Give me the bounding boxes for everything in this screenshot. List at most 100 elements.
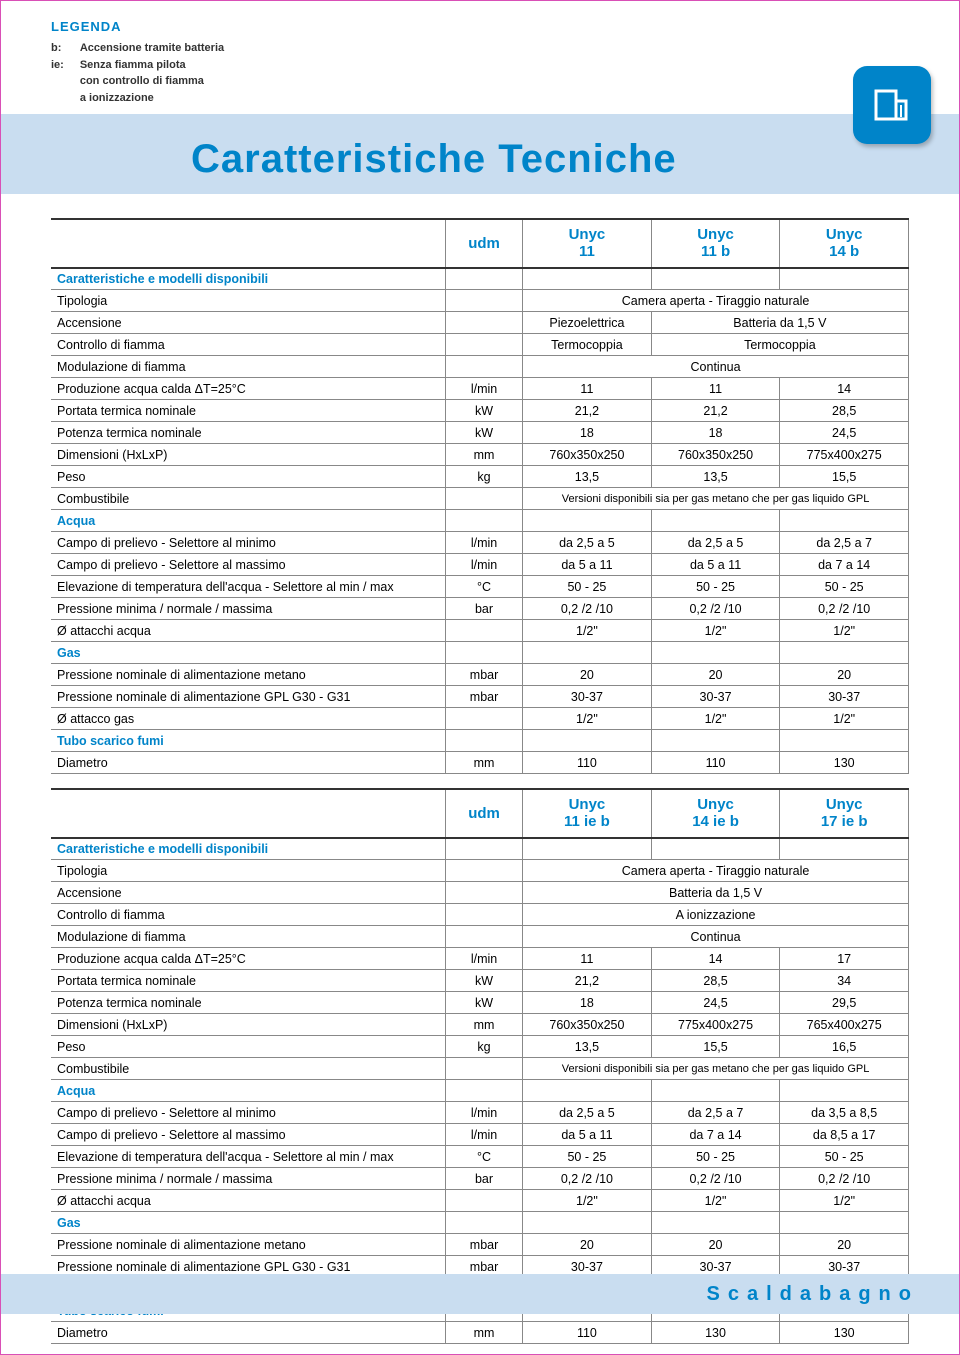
row-v1: Termocoppia xyxy=(523,334,652,356)
row-v2: 18 xyxy=(651,422,780,444)
cell xyxy=(523,838,652,860)
row-label: Campo di prelievo - Selettore al massimo xyxy=(51,1124,445,1146)
row-span-value: Termocoppia xyxy=(651,334,908,356)
row-udm: mm xyxy=(445,444,522,466)
cell xyxy=(780,1212,909,1234)
spec-table-1: udmUnyc11Unyc11 bUnyc14 bCaratteristiche… xyxy=(51,218,909,774)
row-v1: da 2,5 a 5 xyxy=(523,532,652,554)
row-label: Controllo di fiamma xyxy=(51,904,445,926)
row-label: Modulazione di fiamma xyxy=(51,926,445,948)
header-udm: udm xyxy=(445,219,522,268)
row-label: Campo di prelievo - Selettore al minimo xyxy=(51,532,445,554)
table-row: Ø attacco gas1/2"1/2"1/2" xyxy=(51,708,909,730)
cell xyxy=(651,838,780,860)
table-row: Potenza termica nominalekW1824,529,5 xyxy=(51,992,909,1014)
table-row: Portata termica nominalekW21,221,228,5 xyxy=(51,400,909,422)
legenda-key: ie: xyxy=(51,57,64,74)
row-v3: da 2,5 a 7 xyxy=(780,532,909,554)
row-label: Portata termica nominale xyxy=(51,970,445,992)
row-v3: 20 xyxy=(780,664,909,686)
row-udm: °C xyxy=(445,576,522,598)
row-v3: 1/2" xyxy=(780,708,909,730)
legenda-block: LEGENDA b: ie: Accensione tramite batter… xyxy=(1,1,959,114)
table1-wrap: udmUnyc11Unyc11 bUnyc14 bCaratteristiche… xyxy=(1,194,959,784)
row-v3: 50 - 25 xyxy=(780,576,909,598)
table-row: Pressione nominale di alimentazione meta… xyxy=(51,1234,909,1256)
row-v2: 775x400x275 xyxy=(651,1014,780,1036)
brand-logo xyxy=(853,66,931,144)
row-udm: mm xyxy=(445,1322,522,1344)
header-col2: Unyc14 ie b xyxy=(651,789,780,838)
row-label: Elevazione di temperatura dell'acqua - S… xyxy=(51,576,445,598)
row-v1: 0,2 /2 /10 xyxy=(523,1168,652,1190)
table-row: Pressione minima / normale / massimabar0… xyxy=(51,598,909,620)
cell xyxy=(445,1212,522,1234)
header-col2: Unyc11 b xyxy=(651,219,780,268)
table-row: Controllo di fiammaTermocoppiaTermocoppi… xyxy=(51,334,909,356)
row-v1: 18 xyxy=(523,422,652,444)
page-title: Caratteristiche Tecniche xyxy=(191,137,677,182)
row-v3: 24,5 xyxy=(780,422,909,444)
header-empty xyxy=(51,219,445,268)
row-span-value: Camera aperta - Tiraggio naturale xyxy=(523,860,909,882)
row-label: Accensione xyxy=(51,312,445,334)
cell xyxy=(523,642,652,664)
row-udm: l/min xyxy=(445,1102,522,1124)
table-row: Produzione acqua calda ΔT=25°Cl/min11111… xyxy=(51,378,909,400)
table-header-row: udmUnyc11 ie bUnyc14 ie bUnyc17 ie b xyxy=(51,789,909,838)
header-col1: Unyc11 ie b xyxy=(523,789,652,838)
table-row: Elevazione di temperatura dell'acqua - S… xyxy=(51,576,909,598)
table-row: Dimensioni (HxLxP)mm760x350x250760x350x2… xyxy=(51,444,909,466)
table-row: Campo di prelievo - Selettore al massimo… xyxy=(51,554,909,576)
row-udm: l/min xyxy=(445,1124,522,1146)
row-v2: 1/2" xyxy=(651,620,780,642)
row-label: Pressione nominale di alimentazione GPL … xyxy=(51,686,445,708)
row-label: Pressione minima / normale / massima xyxy=(51,598,445,620)
row-udm: mbar xyxy=(445,664,522,686)
row-v1: 760x350x250 xyxy=(523,444,652,466)
row-label: Potenza termica nominale xyxy=(51,422,445,444)
row-v1: 13,5 xyxy=(523,466,652,488)
row-v3: 30-37 xyxy=(780,686,909,708)
table-row: Pesokg13,513,515,5 xyxy=(51,466,909,488)
section-label: Gas xyxy=(51,1212,445,1234)
table-row: Campo di prelievo - Selettore al minimol… xyxy=(51,532,909,554)
row-label: Diametro xyxy=(51,752,445,774)
header-col3: Unyc17 ie b xyxy=(780,789,909,838)
legenda-defs: Accensione tramite batteria Senza fiamma… xyxy=(80,40,224,106)
cell xyxy=(523,268,652,290)
row-span-value: Batteria da 1,5 V xyxy=(523,882,909,904)
row-v3: 765x400x275 xyxy=(780,1014,909,1036)
row-v2: 13,5 xyxy=(651,466,780,488)
cell xyxy=(445,730,522,752)
row-label: Peso xyxy=(51,1036,445,1058)
row-v3: 29,5 xyxy=(780,992,909,1014)
row-v1: 20 xyxy=(523,664,652,686)
table-row: CombustibileVersioni disponibili sia per… xyxy=(51,488,909,510)
row-v2: da 7 a 14 xyxy=(651,1124,780,1146)
section-label: Caratteristiche e modelli disponibili xyxy=(51,838,445,860)
row-label: Modulazione di fiamma xyxy=(51,356,445,378)
row-span-value: Continua xyxy=(523,926,909,948)
row-v1: 50 - 25 xyxy=(523,576,652,598)
row-v1: da 5 a 11 xyxy=(523,1124,652,1146)
row-v3: 50 - 25 xyxy=(780,1146,909,1168)
legenda-def: Accensione tramite batteria xyxy=(80,40,224,57)
row-udm: kg xyxy=(445,1036,522,1058)
table-row: Pressione nominale di alimentazione GPL … xyxy=(51,686,909,708)
cell xyxy=(523,1212,652,1234)
header-col3: Unyc14 b xyxy=(780,219,909,268)
cell xyxy=(651,1212,780,1234)
row-udm: l/min xyxy=(445,948,522,970)
section-label: Acqua xyxy=(51,1080,445,1102)
row-udm: mm xyxy=(445,1014,522,1036)
row-udm: mbar xyxy=(445,686,522,708)
row-v3: 130 xyxy=(780,1322,909,1344)
row-v2: 1/2" xyxy=(651,708,780,730)
cell xyxy=(651,730,780,752)
row-v2: 15,5 xyxy=(651,1036,780,1058)
table-row: Gas xyxy=(51,1212,909,1234)
row-v3: 130 xyxy=(780,752,909,774)
row-v3: 0,2 /2 /10 xyxy=(780,598,909,620)
row-label: Produzione acqua calda ΔT=25°C xyxy=(51,378,445,400)
